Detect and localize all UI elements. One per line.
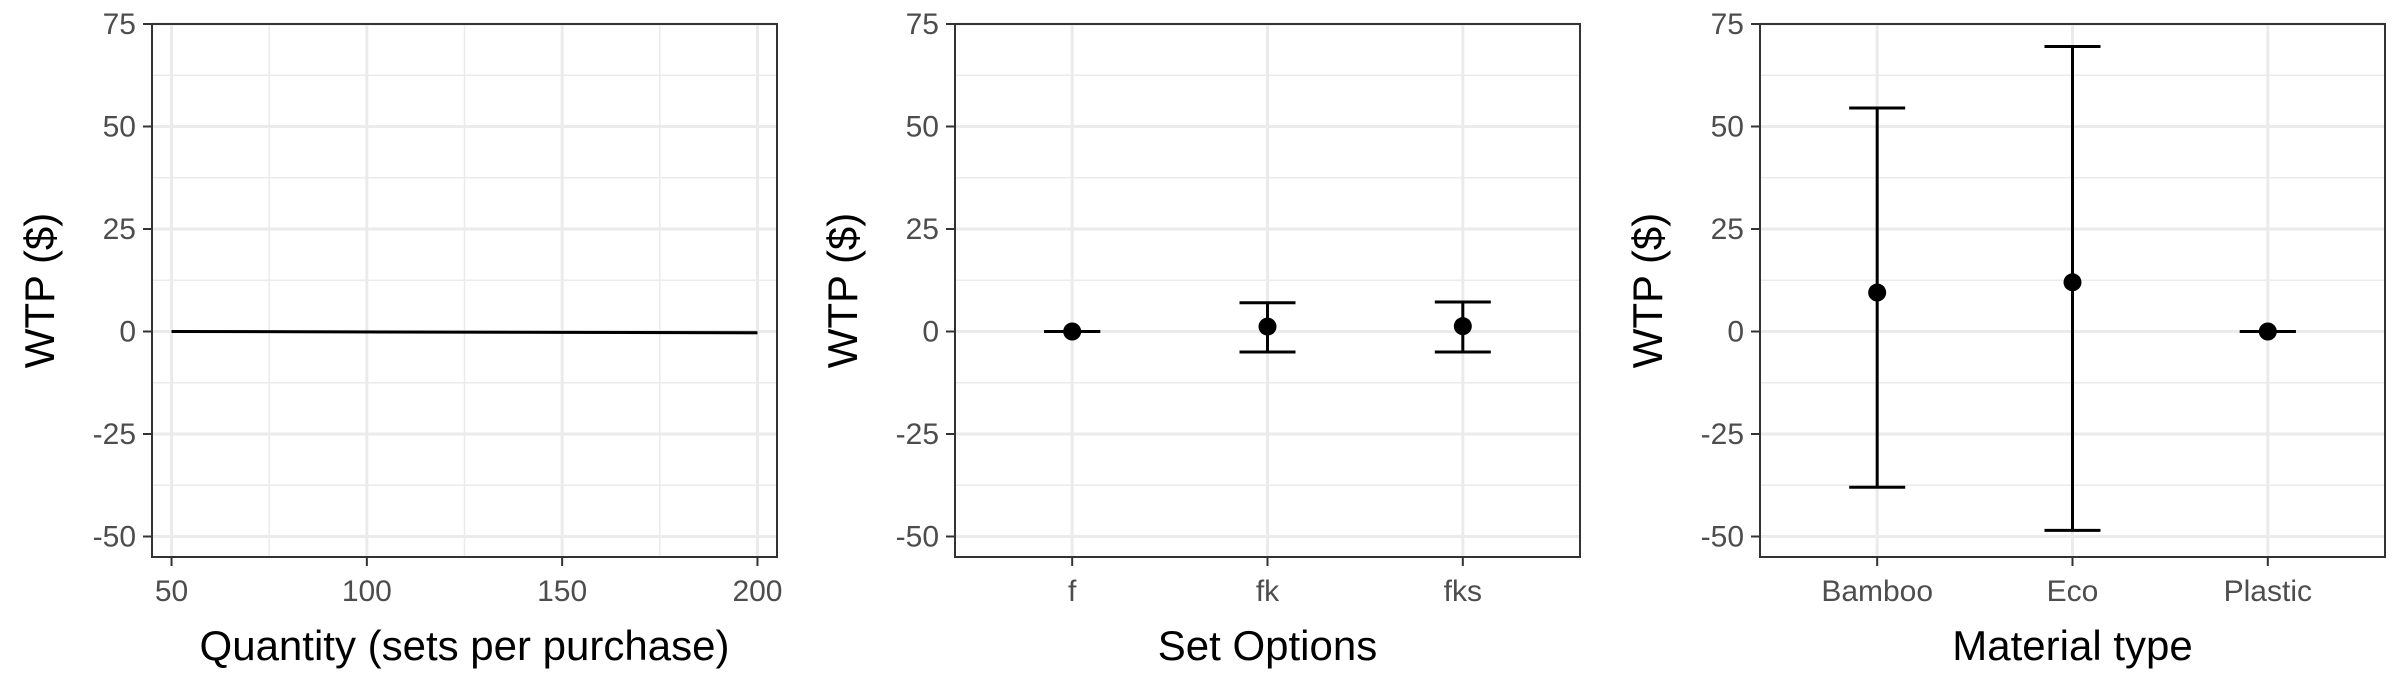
set-options-y-axis-title: WTP ($) <box>819 213 866 369</box>
material-type-x-tick-label: Eco <box>2047 575 2099 608</box>
material-type-y-tick-label: -50 <box>1701 521 1744 554</box>
set-options-y-tick-label: 25 <box>906 213 939 246</box>
set-options-panel-border <box>954 23 1581 558</box>
material-type-y-tick-label: 0 <box>1727 316 1744 349</box>
set-options-x-tick-label: fks <box>1444 575 1482 608</box>
material-type-x-tick-label: Bamboo <box>1821 575 1933 608</box>
material-type-y-tick-label: -25 <box>1701 418 1744 451</box>
panel-set-options: -50 -25 0 25 50 75 f fk fks Set Options WTP ($) <box>819 8 1581 669</box>
set-options-y-tick-label: 50 <box>906 111 939 144</box>
quantity-x-tick-label: 200 <box>732 575 782 608</box>
set-options-y-tick-label: -50 <box>896 521 939 554</box>
quantity-y-tick-label: -25 <box>93 418 136 451</box>
quantity-x-tick-label: 100 <box>342 575 392 608</box>
material-type-panel-border <box>1759 23 2386 558</box>
quantity-y-tick-label: 75 <box>103 8 136 41</box>
material-type-x-axis-title: Material type <box>1952 622 2192 669</box>
set-options-y-tick-label: 0 <box>922 316 939 349</box>
set-options-x-tick-label: f <box>1068 575 1077 608</box>
set-options-point <box>1063 322 1082 341</box>
set-options-x-tick-label: fk <box>1256 575 1280 608</box>
quantity-y-tick-label: -50 <box>93 521 136 554</box>
material-type-point <box>1868 283 1887 302</box>
set-options-x-axis-title: Set Options <box>1158 622 1377 669</box>
quantity-x-tick-label: 50 <box>155 575 188 608</box>
quantity-series-line <box>171 330 758 335</box>
quantity-y-tick-label: 0 <box>119 316 136 349</box>
panel-material-type: -50 -25 0 25 50 75 Bamboo Eco Plastic Material ty… <box>1624 8 2386 669</box>
quantity-x-axis-title: Quantity (sets per purchase) <box>200 622 730 669</box>
set-options-y-tick-label: -25 <box>896 418 939 451</box>
quantity-y-axis-title: WTP ($) <box>16 213 63 369</box>
set-options-y-tick-label: 75 <box>906 8 939 41</box>
material-type-x-tick-label: Plastic <box>2224 575 2312 608</box>
material-type-point <box>2063 273 2082 292</box>
set-options-point <box>1258 317 1277 336</box>
material-type-y-tick-label: 25 <box>1711 213 1744 246</box>
quantity-y-tick-label: 25 <box>103 213 136 246</box>
quantity-y-tick-label: 50 <box>103 111 136 144</box>
set-options-point <box>1453 317 1472 336</box>
quantity-panel-border <box>151 23 778 558</box>
material-type-point <box>2258 322 2277 341</box>
material-type-y-axis-title: WTP ($) <box>1624 213 1671 369</box>
quantity-x-tick-label: 150 <box>537 575 587 608</box>
material-type-y-tick-label: 75 <box>1711 8 1744 41</box>
material-type-y-tick-label: 50 <box>1711 111 1744 144</box>
